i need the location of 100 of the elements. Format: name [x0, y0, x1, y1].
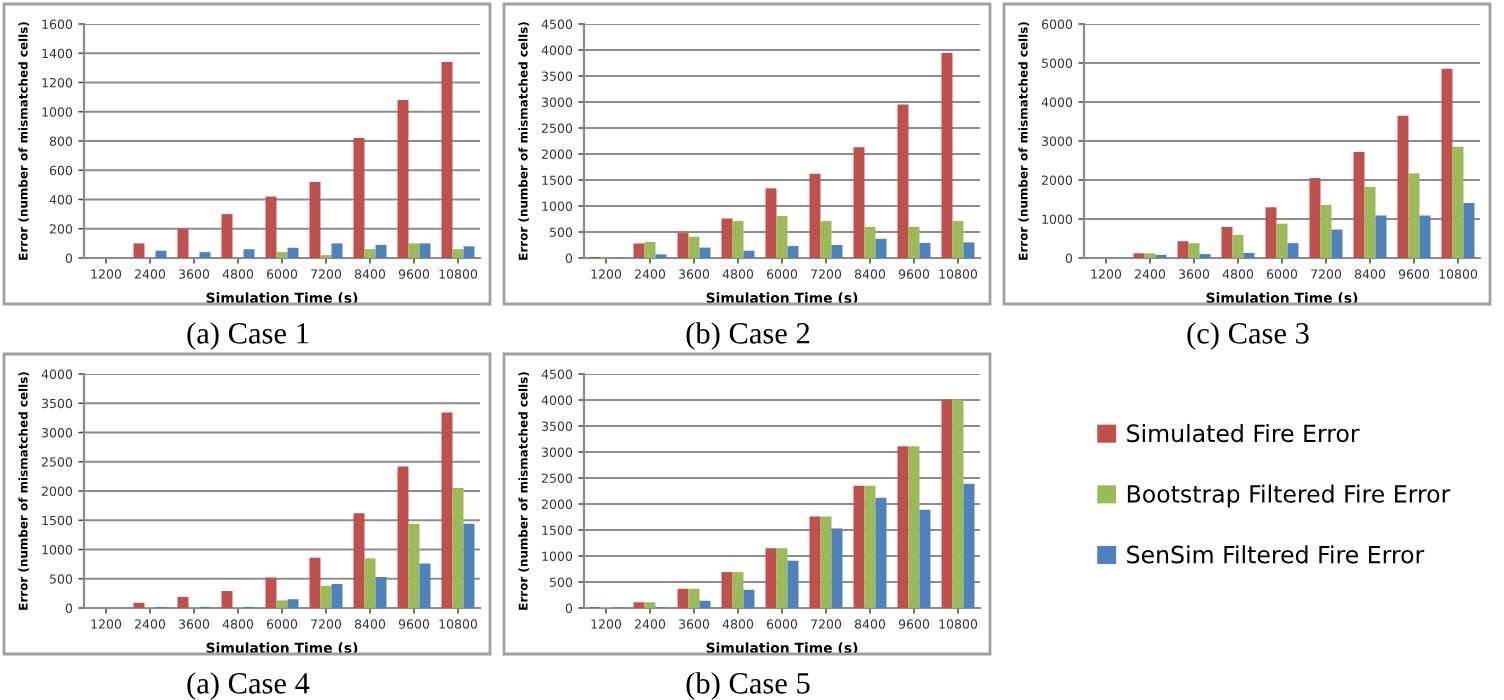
- bar: [952, 221, 964, 258]
- bar: [644, 241, 656, 258]
- bar: [1364, 187, 1376, 258]
- bar: [1188, 243, 1200, 258]
- text: (b) Case 5: [686, 672, 810, 700]
- bar: [941, 53, 953, 258]
- bar: [276, 600, 288, 608]
- bar: [408, 243, 420, 258]
- bar: [908, 226, 920, 258]
- bar: [309, 181, 321, 258]
- bar: [1375, 215, 1387, 258]
- bar: [1287, 243, 1299, 258]
- bar: [875, 238, 887, 258]
- bar: [820, 516, 832, 608]
- bar: [331, 584, 343, 608]
- bar: [677, 588, 689, 608]
- bar: [787, 246, 799, 258]
- bar: [1452, 146, 1464, 258]
- bar: [1463, 203, 1475, 258]
- bar: [199, 252, 211, 258]
- bar: [397, 100, 409, 258]
- bar: [133, 243, 145, 258]
- bar: [897, 104, 909, 258]
- bar: [375, 576, 387, 608]
- bar: [452, 249, 464, 258]
- bar: [419, 243, 431, 258]
- bar: [864, 226, 876, 258]
- bar: [963, 242, 975, 258]
- bar: [963, 483, 975, 608]
- bar: [699, 247, 711, 258]
- bar: [276, 252, 288, 258]
- bar: [287, 599, 299, 608]
- bar: [721, 218, 733, 258]
- bar: [809, 516, 821, 608]
- bar: [320, 585, 332, 608]
- bar: [331, 243, 343, 258]
- bar: [1177, 241, 1189, 258]
- bar: [864, 485, 876, 608]
- bar: [776, 215, 788, 258]
- bar: [776, 548, 788, 608]
- bar: [919, 242, 931, 258]
- bar: [1320, 204, 1332, 258]
- bar: [463, 523, 475, 608]
- bar: [787, 560, 799, 608]
- bar: [1441, 68, 1453, 258]
- bar: [265, 577, 277, 608]
- bar: [1408, 173, 1420, 258]
- bar: [353, 138, 365, 258]
- text: (c) Case 3: [1187, 322, 1309, 350]
- legend-label: Simulated Fire Error: [1127, 423, 1360, 443]
- bar: [875, 497, 887, 608]
- bar: [919, 509, 931, 608]
- bar: [633, 243, 645, 258]
- bar: [831, 528, 843, 608]
- bar: [452, 488, 464, 608]
- bar: [441, 412, 453, 608]
- bar: [441, 62, 453, 258]
- bar: [1353, 151, 1365, 258]
- bar: [633, 602, 645, 608]
- bar: [853, 485, 865, 608]
- bar: [364, 249, 376, 258]
- bar: [809, 173, 821, 258]
- bar: [688, 588, 700, 608]
- text: (a) Case 4: [187, 672, 310, 700]
- bar: [397, 466, 409, 608]
- bar: [1265, 207, 1277, 258]
- bar: [287, 247, 299, 258]
- bar: [1419, 215, 1431, 258]
- bar: [408, 523, 420, 608]
- bar: [419, 563, 431, 608]
- bar: [952, 399, 964, 608]
- bar: [765, 548, 777, 608]
- bar: [644, 602, 656, 608]
- bar: [309, 557, 321, 608]
- bar: [177, 228, 189, 258]
- bar: [1397, 115, 1409, 258]
- bar: [721, 572, 733, 608]
- bar: [353, 513, 365, 608]
- bar: [732, 572, 744, 608]
- bar: [1276, 223, 1288, 258]
- bar: [1309, 178, 1321, 258]
- bar: [1232, 234, 1244, 258]
- bar: [897, 446, 909, 608]
- bar: [221, 591, 233, 608]
- text: (b) Case 2: [686, 322, 810, 350]
- bar: [364, 558, 376, 608]
- bar: [375, 244, 387, 258]
- bar: [699, 600, 711, 608]
- text: (a) Case 1: [187, 322, 309, 350]
- bar: [265, 196, 277, 258]
- bar: [677, 233, 689, 258]
- bar: [908, 446, 920, 608]
- legend-label: Bootstrap Filtered Fire Error: [1127, 484, 1451, 508]
- bar: [765, 188, 777, 258]
- bar: [463, 246, 475, 258]
- bar: [743, 589, 755, 608]
- bar: [1221, 226, 1233, 258]
- bar: [941, 399, 953, 608]
- bar: [177, 596, 189, 608]
- bar: [853, 147, 865, 258]
